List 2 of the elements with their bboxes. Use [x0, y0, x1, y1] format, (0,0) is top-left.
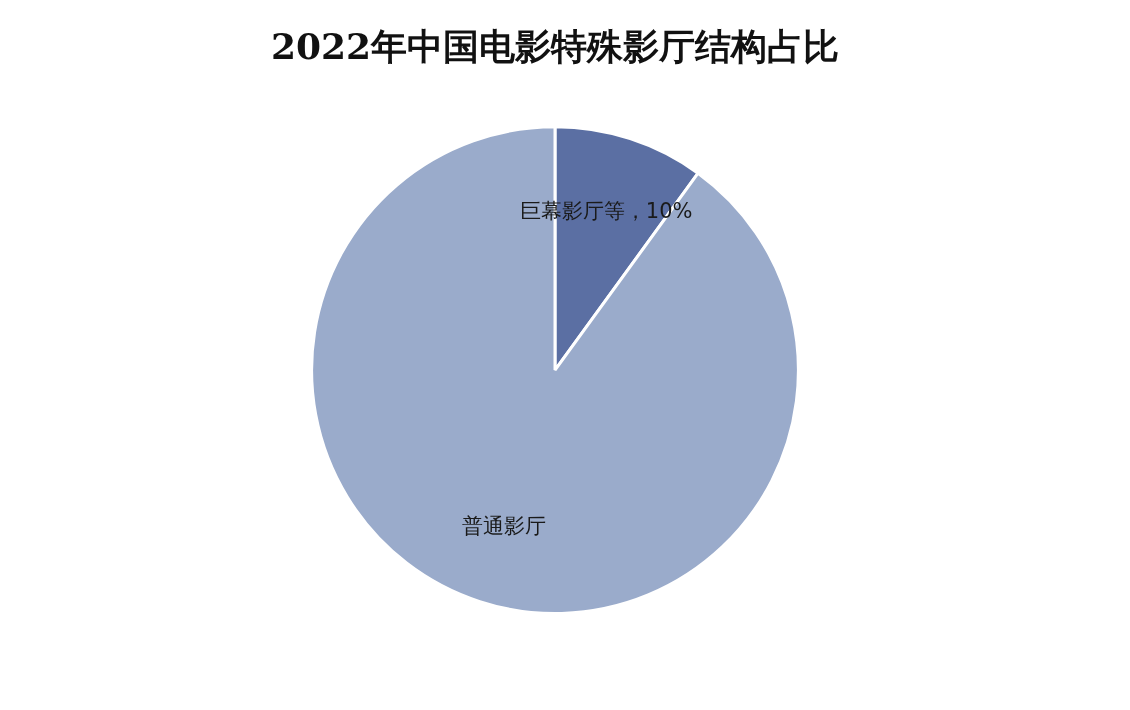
slice-label: 普通影厅: [461, 513, 546, 538]
chart-title: 2022年中国电影特殊影厅结构占比: [270, 24, 840, 67]
